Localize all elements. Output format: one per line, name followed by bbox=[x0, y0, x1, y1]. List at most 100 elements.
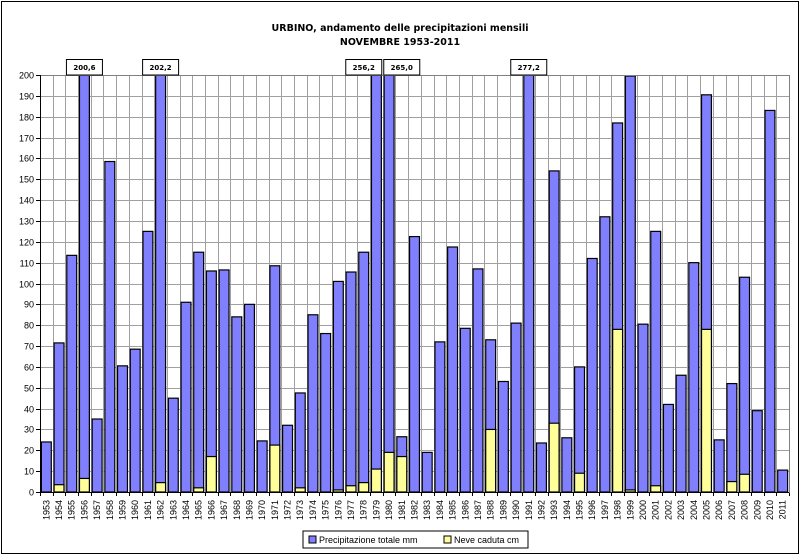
bar-rain-1967 bbox=[218, 269, 230, 493]
x-tick-label: 1965 bbox=[194, 500, 204, 520]
off-scale-label-box bbox=[345, 59, 383, 76]
x-tick-label: 1996 bbox=[587, 500, 597, 520]
bar-rain-2003 bbox=[675, 374, 687, 493]
x-tick-label: 2011 bbox=[778, 500, 788, 519]
bar-rain-1976 bbox=[332, 280, 344, 493]
y-tick-label: 100 bbox=[19, 280, 34, 290]
y-tick-label: 130 bbox=[19, 217, 34, 227]
y-tick-label: 110 bbox=[20, 259, 34, 269]
off-scale-label-box bbox=[65, 59, 103, 76]
x-tick-label: 1983 bbox=[422, 500, 432, 520]
bar-rain-1963 bbox=[167, 397, 179, 493]
x-tick-label: 1993 bbox=[549, 500, 559, 520]
x-tick-label: 2010 bbox=[765, 500, 775, 520]
bar-rain-1996 bbox=[586, 257, 598, 493]
bar-rain-1953 bbox=[40, 441, 52, 493]
x-tick-label: 1976 bbox=[333, 500, 343, 520]
bar-rain-1978 bbox=[358, 251, 370, 493]
x-tick-label: 1957 bbox=[92, 500, 102, 520]
bar-snow-1998 bbox=[612, 328, 624, 493]
x-tick-label: 1994 bbox=[562, 500, 572, 520]
bar-rain-1990 bbox=[510, 322, 522, 493]
y-tick-label: 180 bbox=[19, 113, 34, 123]
x-tick-label: 1966 bbox=[206, 500, 216, 520]
y-tick-label: 200 bbox=[19, 71, 34, 81]
chart-title: URBINO, andamento delle precipitazioni m… bbox=[272, 23, 529, 34]
x-tick-label: 1959 bbox=[118, 500, 128, 520]
bar-rain-1989 bbox=[497, 380, 509, 493]
bar-snow-1981 bbox=[396, 455, 408, 493]
x-tick-label: 1979 bbox=[371, 500, 381, 520]
bar-rain-1954 bbox=[53, 342, 65, 493]
x-tick-label: 1962 bbox=[156, 500, 166, 520]
off-scale-label: 200,6 bbox=[73, 64, 95, 72]
bar-rain-1985 bbox=[447, 246, 459, 493]
x-tick-label: 1980 bbox=[384, 500, 394, 520]
bar-rain-1992 bbox=[535, 442, 548, 493]
x-tick-label: 1953 bbox=[41, 500, 51, 520]
bar-rain-1982 bbox=[408, 235, 421, 493]
bar-rain-1968 bbox=[231, 316, 243, 493]
bar-snow-1962 bbox=[155, 482, 167, 493]
x-tick-label: 1977 bbox=[346, 500, 356, 520]
bar-rain-1997 bbox=[599, 216, 611, 493]
chart-subtitle: NOVEMBRE 1953-2011 bbox=[340, 37, 460, 48]
bar-rain-2008 bbox=[739, 276, 751, 493]
bar-snow-1977 bbox=[345, 485, 357, 493]
bar-snow-1971 bbox=[269, 444, 281, 493]
x-tick-label: 2002 bbox=[663, 500, 673, 520]
x-tick-label: 2004 bbox=[689, 500, 699, 520]
bar-snow-1973 bbox=[294, 487, 306, 493]
bar-rain-2007 bbox=[726, 382, 738, 493]
x-tick-label: 2007 bbox=[727, 500, 737, 520]
bar-rain-1984 bbox=[434, 341, 446, 493]
x-tick-label: 1972 bbox=[283, 500, 293, 520]
y-tick-label: 140 bbox=[19, 196, 34, 206]
y-tick-label: 170 bbox=[19, 134, 34, 144]
bar-rain-2004 bbox=[688, 262, 700, 493]
bar-rain-1994 bbox=[561, 437, 573, 493]
x-tick-label: 1986 bbox=[460, 500, 470, 520]
off-scale-label: 256,2 bbox=[353, 64, 375, 72]
bar-rain-1955 bbox=[66, 254, 78, 493]
x-tick-label: 1995 bbox=[575, 500, 585, 520]
off-scale-label-box bbox=[142, 59, 180, 76]
x-tick-label: 1955 bbox=[67, 500, 77, 520]
x-tick-label: 1968 bbox=[232, 500, 242, 520]
x-tick-label: 1987 bbox=[473, 500, 483, 520]
x-tick-label: 1973 bbox=[295, 500, 305, 520]
x-tick-label: 1990 bbox=[511, 500, 521, 520]
bar-rain-1983 bbox=[421, 451, 433, 493]
bar-rain-1986 bbox=[459, 327, 471, 493]
x-tick-label: 1988 bbox=[486, 500, 496, 520]
y-tick-label: 30 bbox=[24, 425, 34, 435]
x-tick-label: 1974 bbox=[308, 500, 318, 520]
bar-rain-2011 bbox=[777, 469, 789, 493]
legend-label-snow: Neve caduta cm bbox=[454, 535, 519, 545]
bar-rain-2002 bbox=[662, 403, 674, 493]
x-tick-label: 1985 bbox=[448, 500, 458, 520]
bar-rain-1956 bbox=[78, 74, 90, 493]
y-tick-label: 60 bbox=[24, 363, 34, 373]
x-tick-label: 1992 bbox=[536, 500, 546, 520]
x-tick-label: 1998 bbox=[613, 500, 623, 520]
bar-snow-1979 bbox=[370, 468, 382, 493]
bar-snow-1980 bbox=[383, 451, 395, 493]
bar-snow-1988 bbox=[485, 428, 497, 493]
x-tick-label: 2008 bbox=[740, 500, 750, 520]
y-tick-label: 120 bbox=[19, 238, 34, 248]
bar-snow-1978 bbox=[358, 482, 370, 493]
x-tick-label: 1960 bbox=[130, 500, 140, 520]
x-tick-label: 1958 bbox=[105, 500, 115, 520]
y-tick-label: 160 bbox=[19, 154, 34, 164]
y-tick-label: 0 bbox=[29, 488, 34, 498]
x-tick-label: 2005 bbox=[701, 500, 711, 520]
x-tick-label: 1975 bbox=[321, 500, 331, 520]
bar-rain-1977 bbox=[345, 271, 357, 493]
y-tick-label: 90 bbox=[24, 300, 34, 310]
x-tick-label: 1964 bbox=[181, 500, 191, 520]
x-tick-label: 2000 bbox=[638, 500, 648, 520]
bar-snow-1993 bbox=[548, 422, 560, 493]
legend-label-rain: Precipitazione totale mm bbox=[319, 535, 418, 545]
